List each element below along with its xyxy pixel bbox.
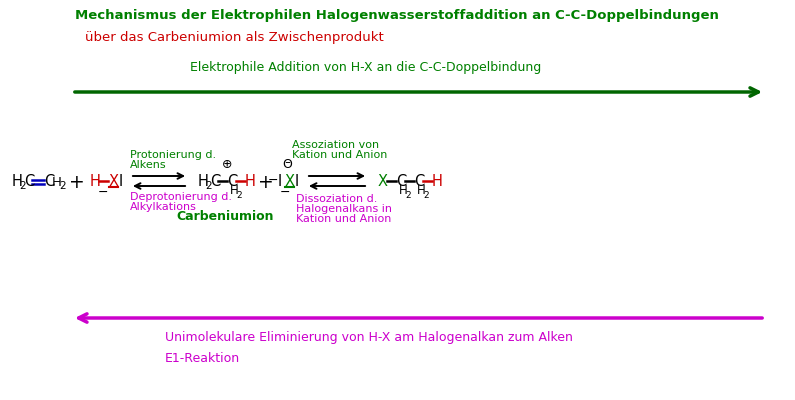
Text: C: C [414, 174, 425, 190]
Text: I: I [278, 174, 282, 190]
Text: 2: 2 [236, 190, 242, 200]
Text: −: − [268, 174, 278, 186]
Text: Halogenalkans in: Halogenalkans in [296, 204, 392, 214]
Text: I: I [295, 174, 299, 190]
Text: +: + [258, 172, 273, 192]
Text: 2: 2 [423, 190, 429, 200]
Text: Deprotonierung d.: Deprotonierung d. [130, 192, 232, 202]
Text: C: C [24, 174, 34, 190]
Text: C: C [44, 174, 54, 190]
Text: H: H [245, 174, 256, 190]
Text: ⊕: ⊕ [222, 158, 232, 170]
Text: C: C [227, 174, 237, 190]
Text: C: C [396, 174, 406, 190]
Text: Assoziation von: Assoziation von [292, 140, 379, 150]
Text: X: X [378, 174, 388, 190]
Text: −: − [98, 186, 108, 198]
Text: Dissoziation d.: Dissoziation d. [296, 194, 378, 204]
Text: 2: 2 [59, 181, 66, 191]
Text: 2: 2 [19, 181, 25, 191]
Text: Kation und Anion: Kation und Anion [296, 214, 391, 224]
Text: H: H [12, 174, 23, 190]
Text: Protonierung d.: Protonierung d. [130, 150, 216, 160]
Text: H: H [399, 184, 408, 198]
Text: 2: 2 [205, 181, 211, 191]
Text: I: I [119, 174, 123, 190]
Text: Θ: Θ [282, 158, 292, 170]
Text: H: H [230, 184, 238, 198]
Text: H: H [432, 174, 443, 190]
Text: H: H [417, 184, 426, 198]
Text: X: X [285, 174, 295, 190]
Text: X: X [109, 174, 119, 190]
Text: Mechanismus der Elektrophilen Halogenwasserstoffaddition an C-C-Doppelbindungen: Mechanismus der Elektrophilen Halogenwas… [75, 8, 719, 22]
Text: H: H [90, 174, 101, 190]
Text: 2: 2 [405, 190, 411, 200]
Text: Unimolekulare Eliminierung von H-X am Halogenalkan zum Alken
E1-Reaktion: Unimolekulare Eliminierung von H-X am Ha… [165, 331, 573, 365]
Text: über das Carbeniumion als Zwischenprodukt: über das Carbeniumion als Zwischenproduk… [85, 32, 384, 44]
Text: Kation und Anion: Kation und Anion [292, 150, 387, 160]
Text: +: + [69, 172, 85, 192]
Text: H: H [198, 174, 209, 190]
Text: C: C [210, 174, 220, 190]
Text: Carbeniumion: Carbeniumion [176, 210, 273, 224]
Text: Alkylkations: Alkylkations [130, 202, 197, 212]
Text: H: H [52, 176, 62, 188]
Text: −: − [280, 186, 290, 198]
Text: Alkens: Alkens [130, 160, 167, 170]
Text: Elektrophile Addition von H-X an die C-C-Doppelbindung: Elektrophile Addition von H-X an die C-C… [190, 62, 541, 74]
